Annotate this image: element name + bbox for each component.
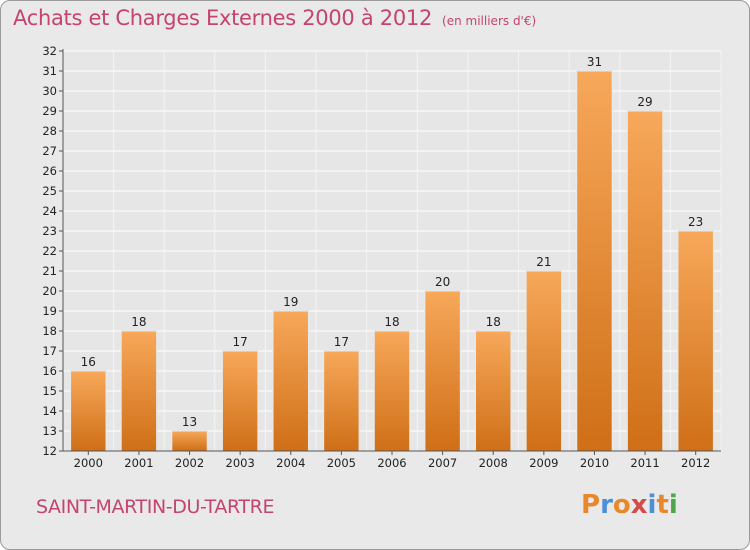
y-tick-label: 26 <box>42 164 57 178</box>
y-tick-label: 15 <box>42 384 57 398</box>
axes: 12 13 14 15 16 17 18 19 20 21 22 23 24 25 26 27 28 29 30 31… <box>42 44 721 470</box>
logo-letter: i <box>647 490 657 520</box>
y-tick-label: 32 <box>42 44 57 58</box>
data-label-2002: 13 <box>182 415 197 429</box>
y-tick-label: 29 <box>42 104 57 118</box>
y-tick-label: 31 <box>42 64 57 78</box>
data-label-2003: 17 <box>233 335 248 349</box>
data-label-2001: 18 <box>131 315 146 329</box>
x-tick-label-2006: 2006 <box>377 456 406 470</box>
commune-name: SAINT-MARTIN-DU-TARTRE <box>36 496 275 518</box>
data-label-2010: 31 <box>587 55 602 69</box>
data-label-2007: 20 <box>435 275 450 289</box>
data-label-2011: 29 <box>637 95 652 109</box>
data-label-2006: 18 <box>384 315 399 329</box>
x-tick-label-2012: 2012 <box>681 456 710 470</box>
bar-2004 <box>272 310 309 452</box>
y-tick-label: 23 <box>42 224 57 238</box>
bar-2006 <box>373 330 411 452</box>
y-tick-label: 19 <box>42 304 57 318</box>
y-tick-label: 14 <box>42 404 57 418</box>
bar-2001 <box>120 330 158 452</box>
x-tick-label-2007: 2007 <box>428 456 457 470</box>
x-tick-label-2004: 2004 <box>276 456 305 470</box>
bar-2011 <box>626 110 664 452</box>
bars <box>70 70 714 452</box>
x-tick-label-2011: 2011 <box>630 456 659 470</box>
y-tick-label: 12 <box>42 444 57 458</box>
bar-2005 <box>323 350 360 452</box>
bar-2007 <box>424 290 461 452</box>
x-tick-label-2010: 2010 <box>580 456 609 470</box>
logo-letter: r <box>600 490 613 520</box>
bar-2008 <box>475 330 512 452</box>
x-tick-label-2005: 2005 <box>327 456 356 470</box>
y-tick-label: 22 <box>42 244 57 258</box>
data-label-2009: 21 <box>536 255 551 269</box>
bar-2002 <box>171 430 208 452</box>
data-label-2008: 18 <box>486 315 501 329</box>
title-block: Achats et Charges Externes 2000 à 2012 (e… <box>13 6 536 30</box>
y-tick-label: 30 <box>42 84 57 98</box>
x-tick-label-2003: 2003 <box>226 456 255 470</box>
y-tick-label: 20 <box>42 284 57 298</box>
chart-title: Achats et Charges Externes 2000 à 2012 <box>13 6 433 30</box>
logo-letter: o <box>612 490 631 520</box>
logo-letter: x <box>630 490 648 520</box>
bar-2009 <box>525 270 563 452</box>
data-labels: 16 18 13 17 19 17 18 20 18 21 31 29 23 <box>81 55 704 429</box>
y-tick-label: 28 <box>42 124 57 138</box>
chart-subtitle: (en milliers d'€) <box>442 14 537 28</box>
y-tick-label: 13 <box>42 424 57 438</box>
logo-letter: t <box>656 490 669 520</box>
data-label-2000: 16 <box>81 355 96 369</box>
x-tick-label-2009: 2009 <box>529 456 558 470</box>
y-tick-label: 27 <box>42 144 57 158</box>
y-tick-label: 16 <box>42 364 57 378</box>
bar-2000 <box>70 370 107 452</box>
logo-letter: P <box>581 490 601 520</box>
y-tick-label: 18 <box>42 324 57 338</box>
logo-letter: i <box>668 490 678 520</box>
y-tick-label: 24 <box>42 204 57 218</box>
data-label-2012: 23 <box>688 215 703 229</box>
bar-2012 <box>677 230 714 452</box>
x-tick-label-2001: 2001 <box>124 456 153 470</box>
bar-2003 <box>221 350 259 452</box>
x-tick-label-2000: 2000 <box>74 456 103 470</box>
y-tick-label: 17 <box>42 344 57 358</box>
y-tick-label: 25 <box>42 184 57 198</box>
x-tick-label-2008: 2008 <box>479 456 508 470</box>
data-label-2005: 17 <box>334 335 349 349</box>
data-label-2004: 19 <box>283 295 298 309</box>
x-tick-label-2002: 2002 <box>175 456 204 470</box>
proxiti-logo: Proxiti <box>581 490 678 520</box>
y-tick-label: 21 <box>42 264 57 278</box>
bar-2010 <box>576 70 613 452</box>
bar-chart: 12 13 14 15 16 17 18 19 20 21 22 23 24 25 26 27 28 29 30 31… <box>42 44 722 470</box>
